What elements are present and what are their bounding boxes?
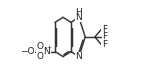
Text: F: F: [102, 32, 107, 41]
Text: +: +: [46, 45, 51, 50]
Text: −O: −O: [20, 47, 35, 56]
Text: F: F: [102, 40, 107, 49]
Text: N: N: [76, 52, 82, 61]
Text: N: N: [43, 47, 50, 56]
Text: N: N: [76, 13, 82, 22]
Text: O: O: [36, 52, 43, 61]
Text: O: O: [36, 42, 43, 51]
Text: H: H: [76, 8, 82, 17]
Text: F: F: [102, 25, 107, 34]
